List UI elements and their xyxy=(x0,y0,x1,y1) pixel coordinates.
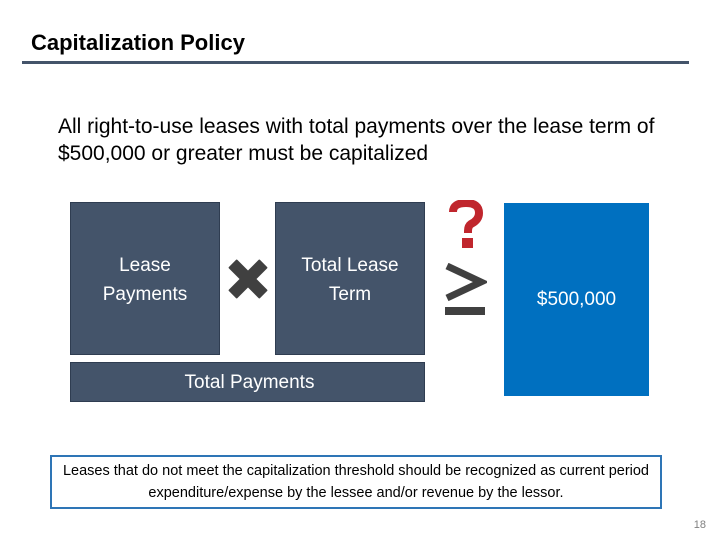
times-icon xyxy=(228,259,268,299)
total-lease-term-box: Total Lease Term xyxy=(275,202,425,355)
policy-statement: All right-to-use leases with total payme… xyxy=(58,115,655,165)
threshold-note: Leases that do not meet the capitalizati… xyxy=(50,455,662,509)
question-mark-icon xyxy=(449,200,484,248)
total-payments-label: Total Payments xyxy=(184,372,315,393)
lease-payments-label: Lease Payments xyxy=(102,255,188,305)
slide-title: Capitalization Policy xyxy=(31,30,245,55)
lease-payments-box: Lease Payments xyxy=(70,202,220,355)
title-underline xyxy=(22,61,689,64)
page-number: 18 xyxy=(693,519,706,531)
greater-than-or-equal-icon xyxy=(445,263,487,315)
threshold-note-text: Leases that do not meet the capitalizati… xyxy=(62,463,649,501)
total-lease-term-label: Total Lease Term xyxy=(301,255,399,305)
total-payments-box: Total Payments xyxy=(70,362,425,402)
threshold-value: $500,000 xyxy=(536,289,617,310)
threshold-box: $500,000 xyxy=(504,203,649,396)
